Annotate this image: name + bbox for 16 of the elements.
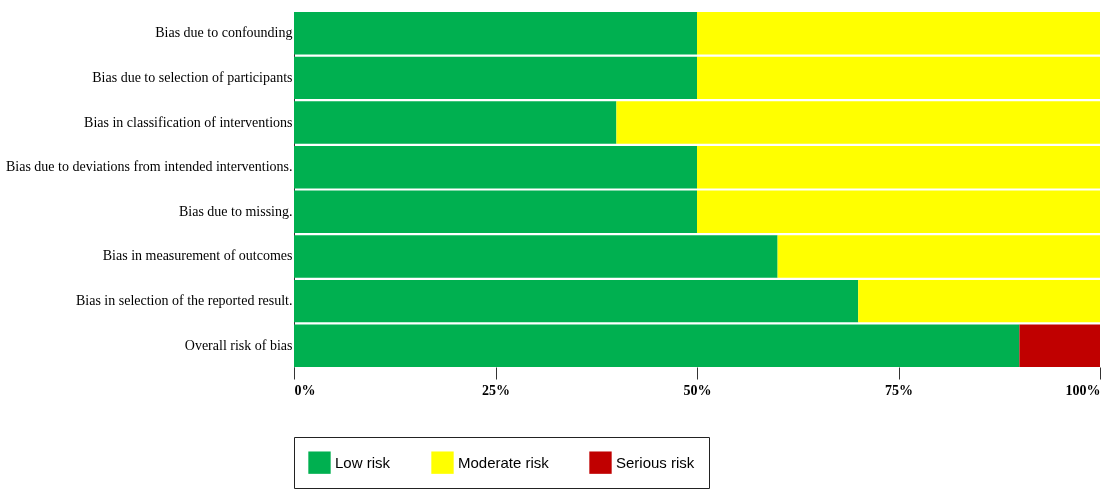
- legend-label: Moderate risk: [458, 453, 550, 471]
- y-tick-label: Bias due to missing.: [178, 203, 293, 219]
- y-tick-label: Bias due to selection of participants: [92, 69, 293, 85]
- x-tick-label: 25%: [482, 382, 510, 398]
- y-tick-label: Bias in selection of the reported result.: [75, 293, 293, 309]
- legend-label: Low risk: [335, 453, 391, 471]
- x-tick-label: 50%: [683, 382, 712, 398]
- y-tick-label: Overall risk of bias: [184, 337, 293, 353]
- x-tick-label: 0%: [294, 382, 316, 398]
- y-tick-label: Bias in measurement of outcomes: [102, 248, 293, 264]
- y-tick-label: Bias due to confounding: [155, 25, 293, 41]
- x-tick-label: 100%: [1065, 382, 1101, 398]
- y-tick-label: Bias due to deviations from intended interventions.: [5, 159, 293, 175]
- legend-label: Serious risk: [616, 453, 695, 471]
- x-tick-label: 75%: [885, 382, 913, 398]
- y-tick-label: Bias in classification of interventions: [84, 114, 293, 130]
